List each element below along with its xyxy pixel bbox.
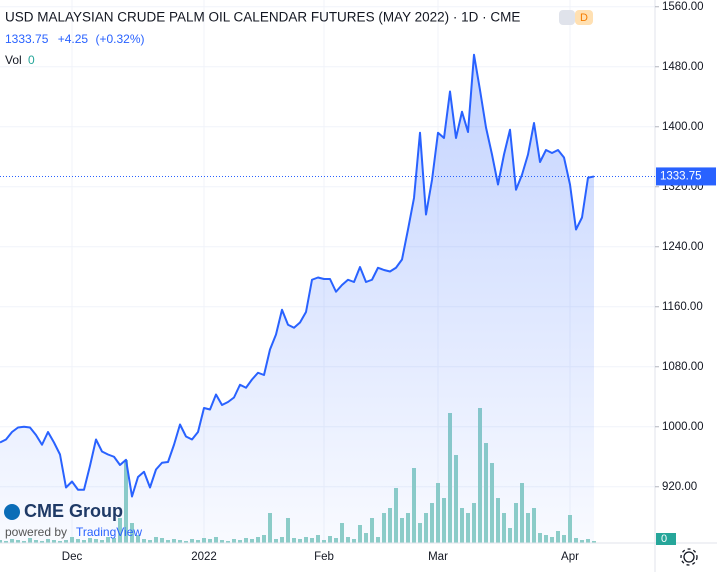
interval-badge-text: D [580, 12, 588, 24]
status-badge [559, 10, 575, 25]
volume-legend: Vol [5, 53, 22, 67]
x-tick-label: Mar [428, 551, 448, 563]
x-tick-label: Feb [314, 551, 334, 563]
y-tick-label: 1080.00 [662, 361, 704, 373]
settings-icon[interactable] [680, 548, 698, 566]
y-tick-label: 1400.00 [662, 121, 704, 133]
last-price-box [656, 167, 716, 186]
last-price-label: 1333.75 [660, 170, 702, 182]
logo-globe [4, 504, 20, 520]
interval-badge [575, 10, 593, 25]
y-tick-label: 1000.00 [662, 421, 704, 433]
y-tick-label: 1480.00 [662, 61, 704, 73]
provider: TradingView [76, 525, 142, 539]
volume-last-box [656, 533, 676, 545]
x-tick-label: Dec [62, 551, 83, 563]
area-fill [0, 54, 594, 543]
gear-teeth[interactable] [680, 548, 698, 566]
x-tick-label: 2022 [191, 551, 217, 563]
gear[interactable] [683, 551, 695, 563]
last-price: 1333.75 [5, 32, 49, 46]
y-tick-label: 1240.00 [662, 241, 704, 253]
change-pct: (+0.32%) [95, 32, 144, 46]
price-line [0, 53, 595, 498]
volume-last-label: 0 [661, 533, 667, 545]
y-tick-label: 1160.00 [662, 301, 703, 313]
powered-by: powered by [5, 525, 67, 539]
interval-badges: D [559, 10, 593, 25]
y-tick-label: 920.00 [662, 481, 697, 493]
y-tick-label: 1560.00 [662, 1, 704, 13]
volume-legend-value: 0 [28, 53, 35, 67]
branding: CME Group powered by TradingView [4, 501, 142, 539]
price-header: 1333.75 +4.25 (+0.32%) [5, 32, 144, 46]
chart-title: USD MALAYSIAN CRUDE PALM OIL CALENDAR FU… [5, 10, 520, 25]
logo-text: CME Group [24, 501, 123, 521]
x-tick-label: Apr [561, 551, 579, 563]
change: +4.25 [58, 32, 89, 46]
